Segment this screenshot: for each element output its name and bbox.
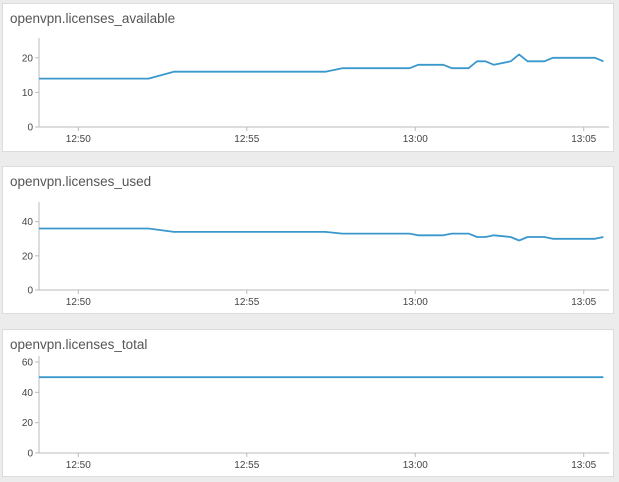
x-tick-label: 13:00 (403, 134, 428, 145)
y-tick-label: 0 (27, 286, 33, 297)
x-tick-label: 13:00 (403, 297, 428, 308)
line-chart[interactable]: 0 20 40 60 12:50 12:55 13:00 13:05 (3, 330, 615, 478)
chart-panel-licenses-total: openvpn.licenses_total 0 20 40 60 12:50 12:55… (2, 329, 614, 477)
x-tick-label: 13:05 (571, 297, 596, 308)
y-tick-label: 40 (22, 388, 34, 399)
x-tick-label: 12:50 (66, 134, 91, 145)
y-tick-label: 20 (22, 251, 34, 262)
x-tick-label: 13:05 (571, 460, 596, 471)
chart-panel-licenses-used: openvpn.licenses_used 0 20 40 12:50 12:55 13:… (2, 166, 614, 314)
x-tick-label: 13:05 (571, 134, 596, 145)
panel-title: openvpn.licenses_total (10, 337, 148, 352)
y-tick-label: 20 (22, 53, 34, 64)
panel-title: openvpn.licenses_available (10, 11, 176, 26)
x-tick-label: 12:55 (234, 134, 259, 145)
y-tick-label: 60 (22, 358, 34, 369)
y-tick-label: 0 (27, 449, 33, 460)
y-tick-label: 0 (27, 123, 33, 134)
x-tick-label: 12:55 (234, 460, 259, 471)
series-line (39, 53, 604, 80)
x-tick-label: 12:50 (66, 297, 91, 308)
line-chart[interactable]: 0 10 20 12:50 12:55 13:00 13:05 (3, 4, 615, 153)
x-tick-label: 12:55 (234, 297, 259, 308)
chart-panel-licenses-available: openvpn.licenses_available 0 10 20 12:50 12:… (2, 3, 614, 152)
y-tick-label: 40 (22, 217, 34, 228)
x-tick-label: 13:00 (403, 460, 428, 471)
y-tick-label: 10 (22, 88, 34, 99)
panel-title: openvpn.licenses_used (10, 174, 152, 189)
y-tick-label: 20 (22, 418, 34, 429)
series-line (39, 227, 604, 242)
line-chart[interactable]: 0 20 40 12:50 12:55 13:00 13:05 (3, 167, 615, 315)
x-tick-label: 12:50 (66, 460, 91, 471)
